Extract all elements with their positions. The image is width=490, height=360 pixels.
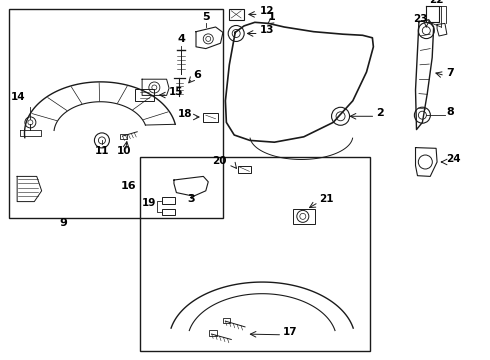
Text: 9: 9 [60, 218, 68, 228]
Text: 6: 6 [194, 71, 201, 81]
Bar [293, 209, 315, 224]
Bar [9, 9, 223, 218]
Text: 1: 1 [268, 12, 276, 22]
Text: 3: 3 [187, 194, 195, 204]
Text: 13: 13 [260, 26, 274, 36]
Text: 10: 10 [117, 146, 132, 156]
Text: 19: 19 [142, 198, 156, 208]
Bar [120, 134, 127, 139]
Text: 20: 20 [212, 156, 226, 166]
Text: 8: 8 [446, 107, 454, 117]
Text: 11: 11 [95, 146, 109, 156]
Bar [209, 330, 217, 336]
Bar [229, 9, 244, 20]
Bar [238, 166, 251, 173]
Bar [135, 89, 154, 101]
Text: 22: 22 [429, 0, 443, 5]
Text: 15: 15 [169, 87, 184, 97]
Text: 24: 24 [446, 154, 461, 164]
Text: 12: 12 [260, 6, 274, 17]
Text: 7: 7 [446, 68, 454, 78]
Bar [162, 197, 175, 204]
Bar [203, 113, 218, 122]
Text: 23: 23 [413, 14, 428, 24]
Text: 16: 16 [121, 181, 136, 191]
Text: 4: 4 [177, 35, 185, 45]
Text: 5: 5 [202, 12, 210, 22]
Text: 18: 18 [177, 109, 192, 119]
Bar [223, 318, 230, 323]
Text: 21: 21 [319, 194, 334, 204]
Text: 2: 2 [376, 108, 384, 118]
Bar [162, 209, 175, 215]
Text: 14: 14 [11, 92, 26, 102]
Bar [140, 157, 370, 351]
Text: 17: 17 [283, 327, 298, 337]
